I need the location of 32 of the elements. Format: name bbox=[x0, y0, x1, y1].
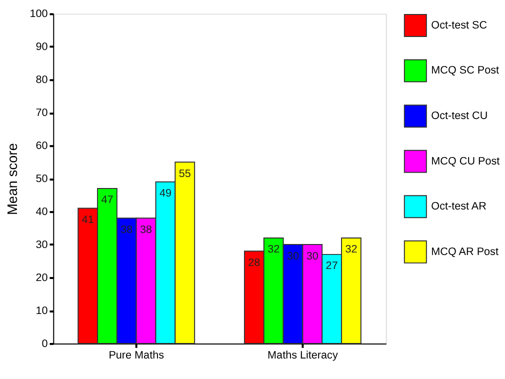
legend-label: MCQ SC Post bbox=[431, 64, 500, 77]
y-tick-label: 0 bbox=[42, 338, 48, 350]
y-tick-label: 90 bbox=[36, 41, 48, 54]
data-label: 55 bbox=[178, 168, 191, 180]
y-tick-label: 50 bbox=[36, 173, 48, 186]
data-label: 38 bbox=[140, 224, 152, 236]
data-label: 41 bbox=[82, 214, 94, 226]
data-label: 30 bbox=[306, 250, 318, 262]
y-tick-label: 30 bbox=[36, 238, 48, 251]
y-tick-label: 40 bbox=[36, 206, 48, 218]
y-tick-label: 80 bbox=[36, 74, 48, 86]
legend-label: MCQ AR Post bbox=[431, 246, 498, 258]
x-tick-label: Pure Maths bbox=[108, 350, 165, 362]
legend-label: MCQ CU Post bbox=[431, 155, 500, 168]
data-label: 49 bbox=[159, 188, 172, 200]
data-label: 30 bbox=[286, 250, 300, 262]
x-tick-label: Maths Literacy bbox=[268, 350, 338, 362]
data-label: 38 bbox=[120, 224, 133, 236]
data-label: 28 bbox=[248, 256, 260, 269]
data-label: 27 bbox=[326, 260, 338, 272]
y-axis-title: Mean score bbox=[4, 142, 20, 216]
y-tick-label: 60 bbox=[36, 140, 48, 152]
y-tick-label: 10 bbox=[36, 304, 48, 317]
legend-label: Oct-test CU bbox=[431, 110, 488, 122]
data-label: 32 bbox=[268, 244, 280, 256]
data-label: 32 bbox=[345, 244, 358, 256]
y-tick-label: 20 bbox=[36, 272, 48, 284]
legend-label: Oct-test AR bbox=[431, 200, 487, 213]
y-tick-label: 100 bbox=[30, 8, 48, 20]
legend-label: Oct-test SC bbox=[431, 19, 488, 32]
y-tick-label: 70 bbox=[36, 107, 48, 120]
data-label: 47 bbox=[101, 194, 114, 206]
